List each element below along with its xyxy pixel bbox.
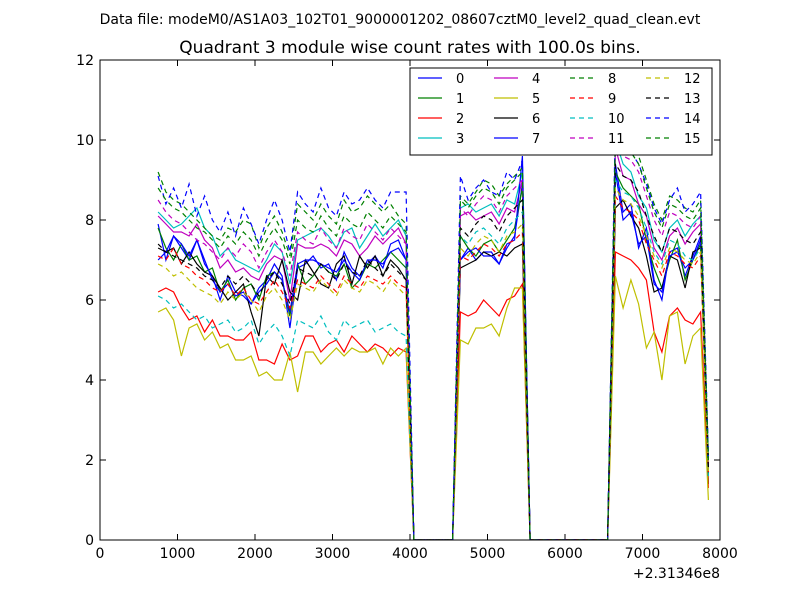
series-line-9	[157, 194, 709, 540]
legend-label-3: 3	[456, 132, 464, 147]
axes-frame	[99, 59, 721, 541]
x-tick-label: 6000	[547, 546, 583, 562]
suptitle: Data file: modeM0/AS1A03_102T01_90000012…	[100, 12, 701, 28]
legend-label-5: 5	[532, 92, 540, 107]
legend-label-12: 12	[684, 72, 701, 87]
y-tick-label: 2	[85, 453, 94, 469]
chart-title: Quadrant 3 module wise count rates with …	[179, 38, 640, 58]
legend-label-9: 9	[608, 92, 616, 107]
series-line-5	[157, 275, 709, 540]
series-line-7	[157, 155, 709, 540]
legend-label-8: 8	[608, 72, 616, 87]
series-line-10	[157, 178, 709, 540]
x-tick-label: 1000	[160, 546, 196, 562]
legend-label-10: 10	[608, 112, 625, 127]
series-line-1	[157, 171, 709, 540]
legend-label-0: 0	[456, 72, 464, 87]
legend-box	[409, 67, 713, 156]
y-tick-label: 10	[76, 133, 94, 149]
series-line-6	[157, 198, 709, 540]
x-tick-label: 4000	[392, 546, 428, 562]
y-tick-label: 4	[85, 373, 94, 389]
legend-label-2: 2	[456, 112, 464, 127]
legend-label-4: 4	[532, 72, 540, 87]
x-tick-label: 3000	[315, 546, 351, 562]
x-tick-label: 8000	[702, 546, 738, 562]
x-offset-label: +2.31346e8	[633, 566, 720, 582]
x-tick-label: 2000	[237, 546, 273, 562]
x-tick-label: 5000	[470, 546, 506, 562]
y-tick-label: 6	[85, 293, 94, 309]
legend-label-13: 13	[684, 92, 701, 107]
x-tick-label: 0	[96, 546, 105, 562]
legend-label-14: 14	[684, 112, 701, 127]
legend-label-11: 11	[608, 132, 625, 147]
series-line-2	[157, 251, 709, 540]
y-tick-label: 8	[85, 213, 94, 229]
legend-label-1: 1	[456, 92, 464, 107]
x-tick-label: 7000	[625, 546, 661, 562]
legend-label-15: 15	[684, 132, 701, 147]
y-tick-label: 0	[85, 533, 94, 549]
y-tick-label: 12	[76, 53, 94, 69]
legend-label-7: 7	[532, 132, 540, 147]
legend-label-6: 6	[532, 112, 540, 127]
